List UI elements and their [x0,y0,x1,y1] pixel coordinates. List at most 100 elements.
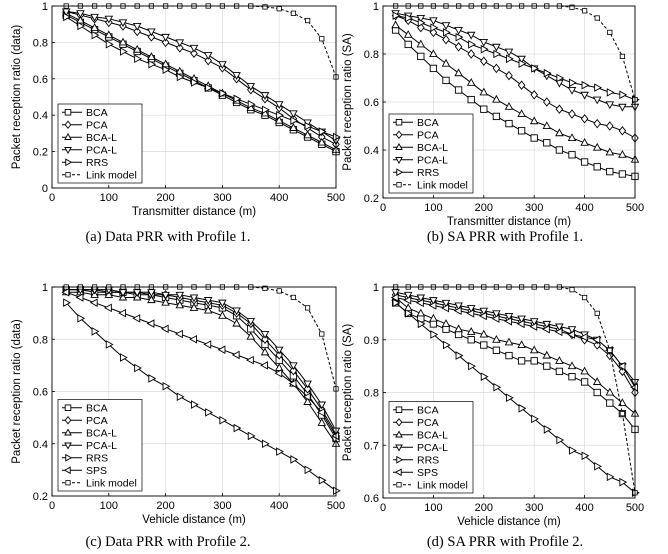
data-point [530,357,538,365]
data-point [594,15,600,21]
data-point [517,55,526,64]
data-point [175,300,185,309]
data-point [217,345,226,354]
data-point [417,18,426,28]
data-point [543,139,551,147]
data-point [219,415,228,425]
data-point [580,158,589,166]
data-point [104,15,114,24]
data-point [454,330,463,339]
legend-swatch-marker [396,182,402,188]
data-point [517,315,526,324]
data-point [468,40,476,49]
legend-swatch-marker [64,428,72,436]
data-point [554,327,563,337]
data-point [416,39,426,48]
data-point [567,133,577,142]
data-point [594,310,600,316]
data-point [262,285,268,291]
data-point [592,96,602,105]
data-point [118,289,128,297]
data-point [504,313,514,321]
legend-entry: BCA-L [86,132,117,144]
data-point [205,83,213,93]
data-point [290,10,297,16]
legend-entry: BCA [86,403,108,415]
legend-box [57,103,143,184]
legend-swatch-marker [64,132,72,140]
y-tick-label: 0.6 [364,493,379,505]
data-point [189,334,198,344]
data-point [304,465,313,475]
data-point [441,58,451,67]
data-point [569,287,575,293]
data-point [442,325,450,333]
data-point [504,48,514,57]
data-point [276,447,284,456]
x-tick-label: 500 [626,202,644,214]
data-point [77,21,86,31]
data-point [543,362,551,370]
data-point [276,110,284,120]
data-point [392,11,401,20]
legend-entry: Link model [86,170,137,182]
data-point [416,308,426,317]
data-point [555,356,564,364]
y-tick-label: 0.8 [33,334,48,346]
data-point [148,59,157,69]
y-tick-label: 1 [373,282,379,294]
data-point [556,73,565,83]
data-point [619,90,628,100]
data-point [580,91,589,100]
data-point [582,294,588,301]
data-point [260,361,269,370]
legend-entry: Link model [417,180,468,192]
data-point [593,118,601,129]
data-point [466,31,476,40]
data-point [429,64,438,73]
data-point [454,26,463,35]
data-point [442,28,451,37]
figure-caption: (a) Data PRR with Profile 1. [85,229,250,245]
data-point [392,298,401,308]
legend-swatch-marker [395,406,403,414]
data-point [468,361,476,371]
data-point [581,451,590,461]
legend-swatch-marker [395,157,403,165]
data-point [466,78,476,86]
data-point [261,439,270,449]
data-point [517,357,526,365]
series-pca-l [61,8,341,146]
data-point [479,307,489,316]
data-point [289,110,298,119]
data-point [160,324,169,334]
data-point [232,307,241,316]
axes-frame [51,5,337,189]
data-point [303,130,312,139]
legend-swatch-marker [65,453,73,462]
data-point [543,425,552,434]
data-point [176,392,185,402]
data-point [492,346,501,354]
data-point [555,146,564,154]
data-point [504,102,514,110]
data-point [530,134,538,142]
data-point [203,52,213,60]
data-point [189,44,199,53]
data-point [491,314,500,323]
data-point [605,387,615,396]
x-tick-label: 0 [49,500,55,512]
x-tick-label: 0 [49,192,55,204]
data-point [504,317,513,326]
data-point [318,127,327,136]
x-tick-label: 400 [270,500,288,512]
legend-entry: RRS [86,157,108,169]
data-point [492,310,501,319]
data-point [441,299,451,308]
data-point [147,52,156,60]
data-point [317,137,327,146]
y-tick-label: 0.2 [33,147,48,159]
data-point [454,42,463,52]
series-sps [61,287,340,441]
